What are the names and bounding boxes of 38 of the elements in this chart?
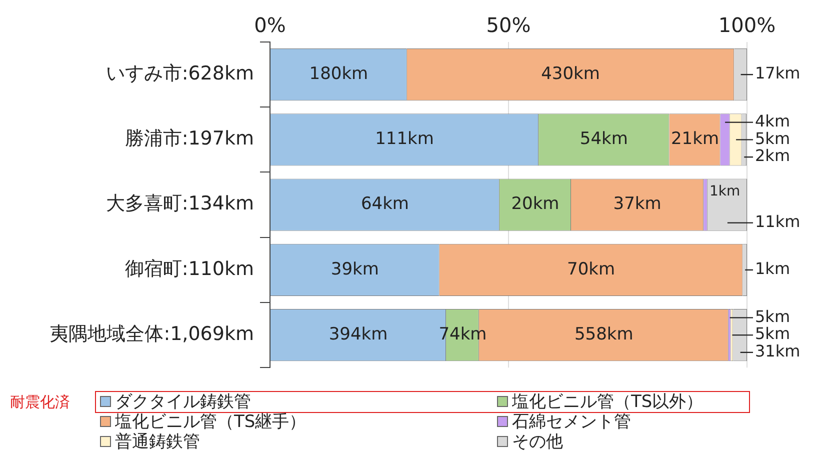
- annotation: 1km: [710, 183, 740, 200]
- x-tick-label: 50%: [486, 13, 531, 38]
- annotation: 70km: [567, 259, 616, 280]
- annotation: 17km: [755, 64, 800, 83]
- annotation: 111km: [375, 129, 434, 150]
- annotation: 1km: [755, 259, 790, 278]
- annotation: 2km: [755, 146, 790, 166]
- annotation: 5km: [755, 324, 790, 344]
- annotation: 5km: [755, 128, 790, 148]
- annotation: 394km: [328, 324, 388, 344]
- y-tick-label: いすみ市:628km: [106, 62, 254, 84]
- annotation: 64km: [360, 194, 409, 214]
- annotation: 39km: [330, 259, 379, 280]
- y-tick-label: 大多喜町:134km: [106, 192, 254, 215]
- annotation: 54km: [580, 129, 628, 150]
- legend-label: 石綿セメント管: [511, 411, 632, 432]
- legend-label: 塩化ビニル管（TS継手）: [114, 411, 308, 432]
- legend-label: 塩化ビニル管（TS以外）: [511, 391, 704, 412]
- legend-label: その他: [511, 431, 564, 452]
- annotation: 11km: [755, 212, 800, 231]
- x-tick-label: 0%: [254, 13, 286, 38]
- annotation: 37km: [613, 194, 662, 214]
- annotation: 20km: [511, 194, 560, 214]
- annotation: 180km: [309, 64, 368, 84]
- annotation: 430km: [541, 64, 600, 84]
- x-tick-label: 100%: [718, 13, 776, 38]
- text: 耐震化済: [10, 393, 70, 412]
- y-tick-label: 夷隅地域全体:1,069km: [50, 322, 254, 345]
- legend-label: ダクタイル鋳鉄管: [114, 391, 252, 412]
- annotation: 31km: [755, 342, 800, 361]
- legend-label: 普通鋳鉄管: [114, 431, 201, 452]
- y-tick-label: 勝浦市:197km: [124, 128, 254, 150]
- y-tick-label: 御宿町:110km: [124, 258, 254, 280]
- annotation: 4km: [755, 111, 790, 130]
- annotation: 5km: [755, 306, 790, 326]
- annotation: 74km: [438, 324, 487, 344]
- annotation: 21km: [670, 129, 720, 150]
- annotation: 558km: [574, 324, 634, 344]
